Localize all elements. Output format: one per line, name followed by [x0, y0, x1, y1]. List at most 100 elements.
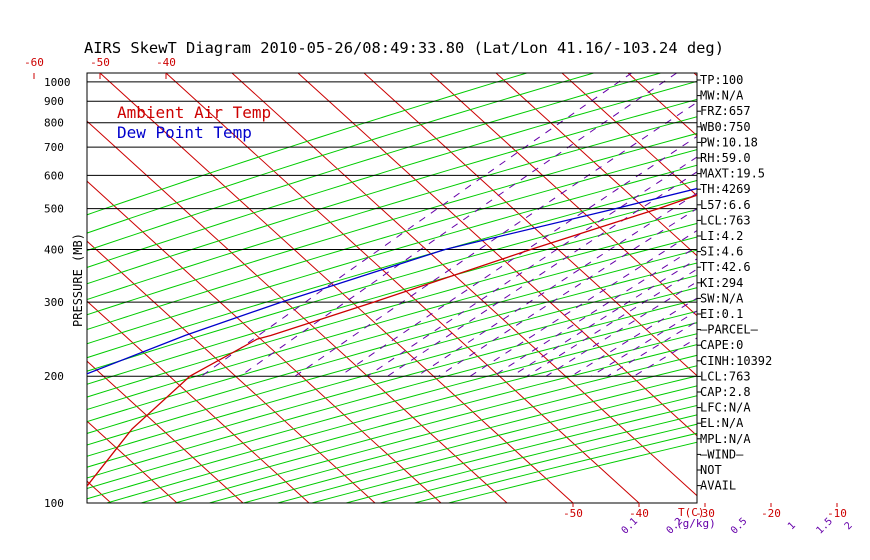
isotherm-line: [87, 480, 112, 503]
index-value: LCL:763: [700, 213, 751, 227]
isotherm-line: [297, 73, 697, 437]
dry-adiabat-line: [87, 275, 697, 446]
mixing-ratio-line: [416, 192, 697, 377]
index-value: CAP:2.8: [700, 385, 751, 399]
plot-border: [86, 72, 698, 504]
dry-adiabat-line: [87, 208, 697, 385]
index-value: PW:10.18: [700, 135, 758, 149]
mixing-ratio-tick-label: 2: [843, 520, 855, 532]
bottom-temp-tick-label: -10: [827, 507, 847, 520]
mixing-ratio-tick-label: 1: [786, 520, 798, 532]
isotherm-line: [561, 73, 697, 197]
ambient-temp-line: [87, 194, 697, 488]
index-value: TH:4269: [700, 182, 751, 196]
index-value: CAPE:0: [700, 338, 743, 352]
dry-adiabat-line: [87, 262, 697, 434]
isotherm-line: [87, 360, 244, 503]
index-value: KI:294: [700, 276, 743, 290]
mixing-ratio-line: [239, 73, 677, 377]
dry-adiabat-line: [87, 310, 697, 479]
dry-adiabat-line: [87, 132, 697, 316]
background-grid: [87, 73, 870, 503]
dry-adiabat-line: [87, 222, 697, 398]
mixing-ratio-line: [438, 207, 697, 377]
index-value: AVAIL: [700, 479, 736, 493]
index-value: LCL:763: [700, 369, 751, 383]
isotherm-line: [87, 120, 508, 503]
y-axis-label: PRESSURE (MB): [71, 233, 85, 327]
dry-adiabat-line: [448, 441, 697, 503]
index-value: –PARCEL–: [700, 323, 759, 337]
index-value: TP:100: [700, 73, 743, 87]
top-temp-tick-label: -50: [90, 56, 110, 69]
dry-adiabat-line: [140, 354, 697, 503]
index-value: LI:4.2: [700, 229, 743, 243]
dry-adiabat-line: [87, 333, 697, 500]
pressure-tick-label: 500: [44, 203, 64, 216]
index-value: WB0:750: [700, 120, 751, 134]
index-value: EI:0.1: [700, 307, 743, 321]
plot-frame: [86, 72, 698, 504]
index-value: RH:59.0: [700, 151, 751, 165]
dry-adiabat-line: [87, 299, 697, 468]
pressure-tick-label: 600: [44, 169, 64, 182]
dry-adiabat-line: [106, 344, 697, 503]
index-value: SW:N/A: [700, 291, 744, 305]
dry-adiabat-line: [87, 98, 697, 285]
isotherm-line: [231, 73, 697, 497]
dry-adiabat-line: [414, 432, 697, 503]
bottom-temp-tick-label: -40: [629, 507, 649, 520]
index-value: –WIND–: [700, 447, 744, 461]
pressure-tick-label: 900: [44, 95, 64, 108]
index-value: MW:N/A: [700, 89, 744, 103]
dry-adiabat-line: [87, 322, 697, 490]
dry-adiabat-line: [87, 73, 594, 234]
dry-adiabat-line: [87, 164, 697, 345]
index-value: NOT: [700, 463, 722, 477]
mixing-ratio-line: [367, 156, 697, 377]
pressure-tick-label: 100: [44, 497, 64, 510]
top-temp-tick-label: -40: [156, 56, 176, 69]
isotherm-line: [826, 73, 870, 503]
dry-adiabat-line: [87, 73, 661, 252]
mixing-ratio-line: [201, 73, 632, 377]
dry-adiabat-line: [87, 194, 697, 372]
dry-adiabat-line: [87, 236, 697, 411]
pressure-tick-label: 400: [44, 243, 64, 256]
pressure-tick-label: 300: [44, 296, 64, 309]
pressure-tick-label: 1000: [44, 76, 71, 89]
x-axis-unit-label: T(C): [678, 506, 705, 519]
mixing-ratio-unit-label: (g/kg): [676, 517, 716, 530]
dry-adiabat-line: [345, 414, 697, 503]
mixing-ratio-line: [294, 101, 697, 377]
index-value: MAXT:19.5: [700, 167, 765, 181]
isotherm-line: [760, 73, 870, 503]
bottom-temp-tick-label: -30: [695, 507, 715, 520]
index-value: CINH:10392: [700, 354, 772, 368]
pressure-tick-label: 800: [44, 117, 64, 130]
dry-adiabat-line: [87, 149, 697, 331]
dry-adiabat-line: [87, 179, 697, 359]
isotherm-line: [165, 73, 640, 503]
pressure-tick-label: 700: [44, 141, 64, 154]
mixing-ratio-line: [339, 135, 697, 377]
isotherm-line: [495, 73, 697, 257]
sounding-series: [87, 187, 697, 488]
dry-adiabat-line: [209, 375, 697, 503]
top-temp-tick-label: -60: [24, 56, 44, 69]
index-value: L57:6.6: [700, 198, 751, 212]
isotherm-line: [87, 420, 178, 503]
dry-adiabat-line: [87, 116, 697, 301]
dry-adiabat-line: [311, 404, 697, 503]
dry-adiabat-line: [87, 80, 697, 268]
isotherm-line: [87, 240, 376, 503]
dry-adiabat-line: [87, 287, 697, 457]
dry-adiabat-line: [87, 73, 527, 216]
dry-adiabat-line: [380, 423, 697, 503]
dry-adiabat-line: [277, 395, 697, 503]
pressure-tick-label: 200: [44, 370, 64, 383]
dry-adiabat-line: [87, 249, 697, 423]
index-value: EL:N/A: [700, 416, 744, 430]
